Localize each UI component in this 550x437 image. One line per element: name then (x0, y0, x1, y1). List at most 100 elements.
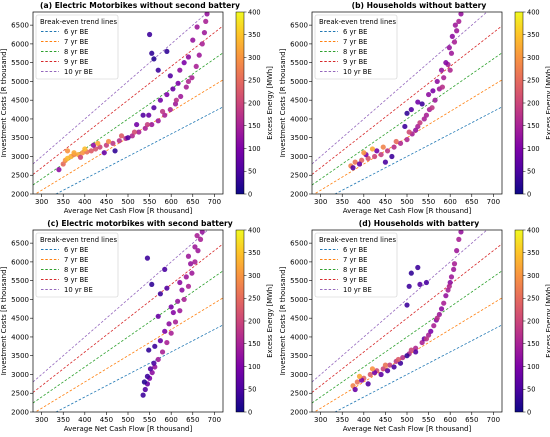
trend-line-6yr (334, 106, 502, 194)
x-tick-label: 350 (57, 198, 70, 206)
legend-label: 8 yr BE (343, 48, 367, 56)
y-tick-label: 5000 (11, 78, 29, 86)
plot-content (312, 12, 502, 194)
data-point (170, 309, 176, 316)
data-point (382, 159, 389, 165)
data-point (90, 142, 97, 148)
data-point (417, 120, 423, 126)
plot-content (312, 230, 502, 412)
colorbar-tick-label: 250 (248, 77, 261, 85)
colorbar-bar (514, 11, 524, 195)
colorbar-tick-label: 350 (248, 249, 261, 257)
x-tick-label: 450 (379, 416, 392, 424)
data-point (183, 84, 189, 90)
legend: Break-even trend lines 6 yr BE 7 yr BE 8 yr… (35, 232, 119, 298)
legend-box (314, 14, 398, 80)
y-tick-label: 3500 (290, 352, 308, 360)
x-tick-label: 700 (487, 198, 500, 206)
x-axis-label: Average Net Cash Flow [R thousand] (343, 207, 472, 215)
trend-line-6yr (55, 324, 223, 412)
colorbar-tick-label: 350 (527, 31, 540, 39)
colorbar-tick-label: 50 (248, 386, 256, 394)
x-tick-label: 550 (422, 198, 435, 206)
colorbar-tick-label: 100 (248, 145, 261, 153)
trend-line-6yr (55, 106, 223, 194)
data-point (77, 154, 84, 160)
data-point (406, 129, 412, 135)
data-point (384, 368, 391, 374)
y-axis-label: Investment Costs [R thousand] (279, 266, 287, 375)
legend-label: 7 yr BE (343, 38, 367, 46)
y-tick-label: 3000 (290, 153, 308, 161)
y-tick-label: 4000 (11, 115, 29, 123)
colorbar-tick-label: 400 (248, 8, 261, 16)
data-point (456, 236, 462, 242)
data-point (415, 264, 421, 271)
data-point (146, 31, 153, 38)
y-axis-label: Investment Costs [R thousand] (0, 48, 8, 157)
data-point (118, 133, 125, 139)
x-tick-label: 400 (78, 198, 91, 206)
data-point (157, 338, 163, 344)
data-point (185, 78, 192, 85)
data-point (95, 140, 101, 146)
trend-line-7yr (313, 79, 502, 194)
y-tick-label: 6000 (290, 40, 308, 48)
colorbar-bar (235, 11, 245, 195)
y-tick-label: 2500 (290, 390, 308, 398)
data-point (404, 353, 410, 359)
colorbar-tick-label: 200 (248, 99, 261, 107)
data-point (144, 373, 151, 379)
x-tick-label: 400 (357, 198, 370, 206)
data-point (149, 121, 155, 128)
data-point (423, 279, 430, 286)
data-point (404, 110, 410, 116)
data-point (439, 84, 446, 90)
x-axis-label: Average Net Cash Flow [R thousand] (343, 425, 472, 433)
data-point (152, 343, 158, 349)
plot-content (33, 230, 223, 412)
y-tick-label: 3000 (11, 371, 29, 379)
data-point (88, 148, 94, 154)
data-point (430, 88, 436, 94)
data-point (192, 244, 198, 250)
data-point (378, 371, 384, 378)
data-point (434, 78, 440, 85)
data-point (172, 319, 179, 325)
colorbar-tick-label: 0 (527, 408, 531, 416)
trend-line-7yr (34, 79, 223, 194)
data-point (147, 366, 154, 372)
chart-panel-3: (c) Electric motorbikes with second batt… (0, 219, 274, 433)
data-point (155, 313, 161, 319)
data-point (140, 112, 146, 118)
chart-title: (a) Electric Motorbikes without second b… (40, 1, 240, 10)
data-point (432, 97, 438, 103)
legend-label: 9 yr BE (64, 276, 88, 284)
x-tick-label: 400 (357, 416, 370, 424)
data-point (140, 392, 146, 398)
data-point (408, 106, 414, 113)
chart-panel-1: (a) Electric Motorbikes without second b… (0, 1, 274, 215)
colorbar-tick-label: 250 (248, 295, 261, 303)
data-point (151, 56, 157, 62)
data-point (162, 266, 168, 273)
y-tick-label: 6000 (11, 40, 29, 48)
data-point (428, 328, 434, 334)
legend-title: Break-even trend lines (319, 18, 396, 26)
data-point (413, 127, 419, 133)
data-point (188, 261, 194, 267)
data-point (155, 67, 161, 73)
data-point (159, 108, 166, 115)
data-point (382, 362, 389, 368)
x-axis-label: Average Net Cash Flow [R thousand] (64, 425, 193, 433)
legend-label: 8 yr BE (64, 48, 88, 56)
data-point (164, 339, 170, 346)
colorbar-tick-label: 0 (248, 408, 252, 416)
data-point (190, 37, 196, 43)
data-point (413, 349, 419, 355)
y-tick-label: 5500 (11, 277, 29, 285)
data-point (166, 321, 172, 327)
data-point (151, 105, 157, 111)
colorbar-tick-label: 350 (248, 31, 261, 39)
data-point (189, 75, 195, 81)
